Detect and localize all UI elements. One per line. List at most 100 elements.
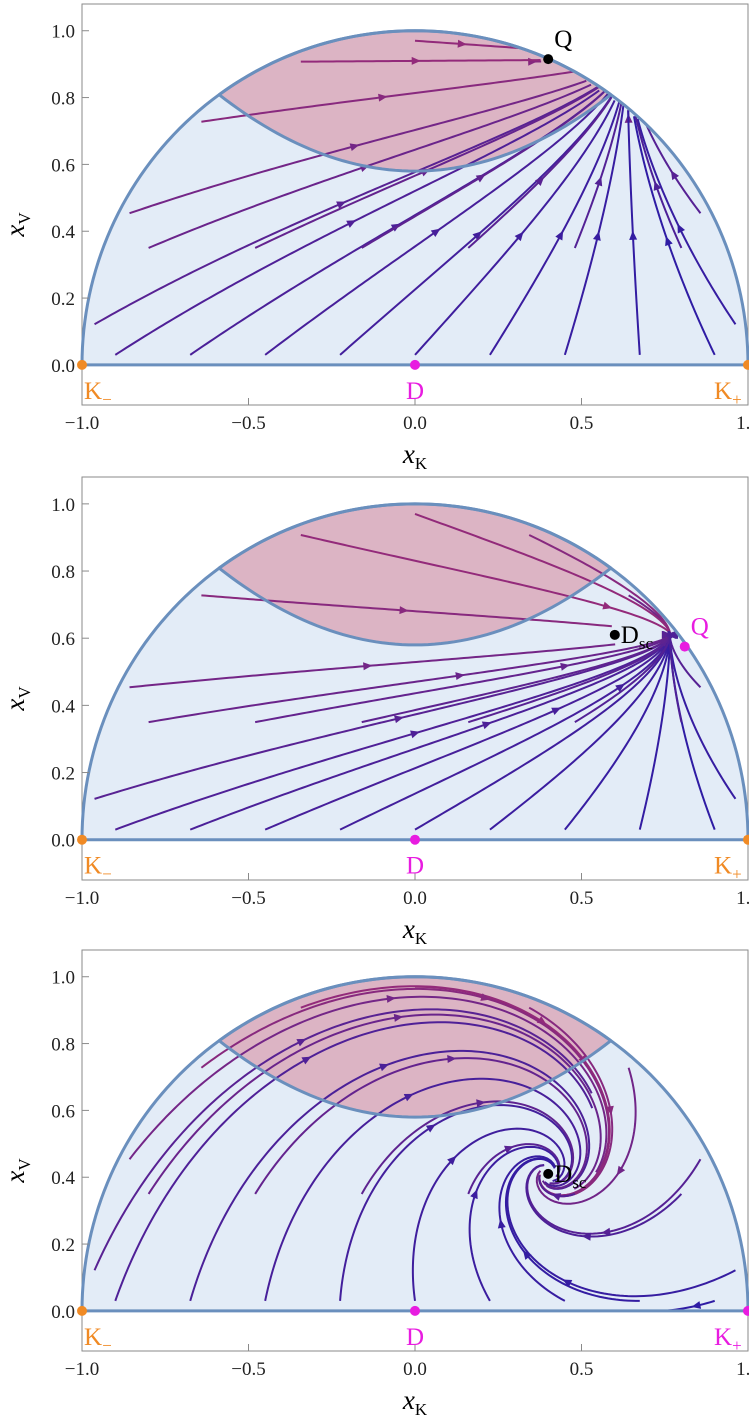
fixed-point-marker bbox=[410, 359, 420, 370]
stream-arrow bbox=[514, 231, 524, 242]
chart-panel-2: −1.0 −0.5 0.0 0.5 1.0 0.0 0.2 0.4 0.6 0.8 1.0 xK xV K… bbox=[0, 476, 749, 948]
x-tick-label: 1.0 bbox=[736, 1359, 749, 1380]
streamline bbox=[94, 632, 672, 800]
stream-arrow bbox=[560, 662, 570, 671]
x-tick-label: −1.0 bbox=[65, 1359, 99, 1380]
stream-arrow bbox=[616, 1165, 626, 1176]
fixed-point-marker bbox=[679, 641, 690, 652]
stream-arrow bbox=[677, 223, 686, 234]
stream-arrow bbox=[430, 228, 441, 238]
fixed-point-label-sub: − bbox=[102, 390, 112, 409]
stream-arrow bbox=[691, 1301, 702, 1309]
x-axis-label-sub: K bbox=[415, 1400, 428, 1419]
x-tick-label: −1.0 bbox=[65, 413, 99, 434]
fixed-point-label-sub: + bbox=[732, 1336, 742, 1355]
stream-arrow bbox=[470, 1189, 478, 1200]
stream-arrow bbox=[602, 601, 613, 610]
streamlines bbox=[94, 513, 737, 831]
fixed-point-label-sub: + bbox=[732, 865, 742, 884]
stream-arrow bbox=[336, 201, 346, 209]
x-tick-label: 0.0 bbox=[403, 888, 427, 909]
stream-arrow bbox=[472, 231, 482, 241]
unit-circle-boundary bbox=[80, 975, 749, 1313]
streamline bbox=[563, 105, 625, 356]
fixed-point-marker bbox=[77, 834, 87, 845]
stream-arrow bbox=[296, 1038, 307, 1047]
x-tick-label: −0.5 bbox=[231, 1359, 265, 1380]
x-axis-label: xK bbox=[402, 914, 428, 948]
fixed-point-label: D bbox=[406, 853, 424, 880]
x-tick-label: 1.0 bbox=[736, 888, 749, 909]
y-axis-label: xV bbox=[0, 686, 34, 712]
fixed-point-label: Q bbox=[691, 614, 709, 641]
y-axis-label: xV bbox=[0, 1158, 34, 1184]
x-tick-label: −0.5 bbox=[231, 413, 265, 434]
unit-circle-boundary bbox=[80, 502, 749, 842]
stream-arrow bbox=[475, 174, 486, 183]
stream-arrow bbox=[555, 230, 564, 241]
stream-arrow bbox=[562, 1279, 573, 1288]
y-axis-label-sub: V bbox=[15, 1158, 34, 1171]
x-tick-label: −0.5 bbox=[231, 888, 265, 909]
streamline bbox=[339, 95, 613, 356]
y-axis-label: xV bbox=[0, 212, 34, 238]
y-tick-label: 1.0 bbox=[51, 495, 75, 516]
stream-arrow bbox=[349, 143, 360, 152]
stream-arrow bbox=[481, 721, 492, 730]
fixed-point-marker bbox=[609, 629, 620, 640]
stream-arrow bbox=[386, 994, 396, 1003]
fixed-point-label: D bbox=[406, 1324, 424, 1351]
fixed-point-label: Q bbox=[554, 26, 572, 53]
fixed-point-marker bbox=[743, 834, 749, 845]
x-tick-label: 0.0 bbox=[403, 413, 427, 434]
fixed-point-marker bbox=[543, 1168, 554, 1179]
y-tick-label: 0.8 bbox=[51, 89, 75, 110]
y-tick-label: 0.4 bbox=[51, 696, 75, 717]
stream-arrow bbox=[551, 707, 562, 716]
stream-arrow bbox=[670, 170, 680, 181]
x-tick-label: 0.5 bbox=[570, 1359, 594, 1380]
fixed-point-label: D bbox=[406, 378, 424, 405]
stream-arrow bbox=[504, 1145, 514, 1154]
acceleration-region bbox=[218, 30, 612, 172]
y-tick-label: 0.0 bbox=[51, 1302, 75, 1323]
streamlines bbox=[94, 39, 737, 356]
stream-arrow bbox=[363, 662, 373, 671]
y-tick-label: 0.0 bbox=[51, 356, 75, 377]
y-tick-label: 0.2 bbox=[51, 289, 75, 310]
streamline bbox=[573, 102, 623, 249]
fixed-point-marker bbox=[410, 834, 420, 845]
stream-arrow bbox=[480, 993, 491, 1001]
stream-arrow bbox=[615, 683, 625, 693]
stream-arrow bbox=[411, 56, 421, 65]
fixed-point-label-sub: + bbox=[732, 390, 742, 409]
stream-arrow bbox=[522, 1250, 532, 1260]
y-tick-label: 0.6 bbox=[51, 629, 75, 650]
y-tick-label: 0.4 bbox=[51, 222, 75, 243]
y-tick-label: 0.8 bbox=[51, 562, 75, 583]
fixed-point-marker bbox=[743, 1305, 749, 1316]
stream-arrow bbox=[403, 1093, 414, 1102]
stream-arrow bbox=[497, 1218, 506, 1229]
streamline bbox=[264, 1077, 582, 1302]
y-tick-label: 1.0 bbox=[51, 968, 75, 989]
stream-arrow bbox=[301, 1056, 312, 1065]
x-tick-label: 1.0 bbox=[736, 413, 749, 434]
fixed-point-label-sub: − bbox=[102, 865, 112, 884]
stream-arrow bbox=[410, 730, 420, 739]
x-axis-label-sub: K bbox=[415, 929, 428, 948]
y-tick-label: 0.8 bbox=[51, 1035, 75, 1056]
stream-arrow bbox=[594, 176, 603, 187]
stream-arrow bbox=[665, 236, 673, 247]
stream-arrow bbox=[447, 1155, 457, 1166]
stream-arrow bbox=[551, 1193, 562, 1201]
y-tick-label: 0.0 bbox=[51, 831, 75, 852]
stream-arrow bbox=[394, 715, 404, 724]
fixed-point-marker bbox=[77, 359, 87, 370]
y-tick-label: 1.0 bbox=[51, 22, 75, 43]
stream-arrow bbox=[592, 231, 601, 241]
x-tick-label: 0.5 bbox=[570, 888, 594, 909]
fixed-point-marker bbox=[410, 1305, 420, 1316]
x-tick-label: 0.0 bbox=[403, 1359, 427, 1380]
